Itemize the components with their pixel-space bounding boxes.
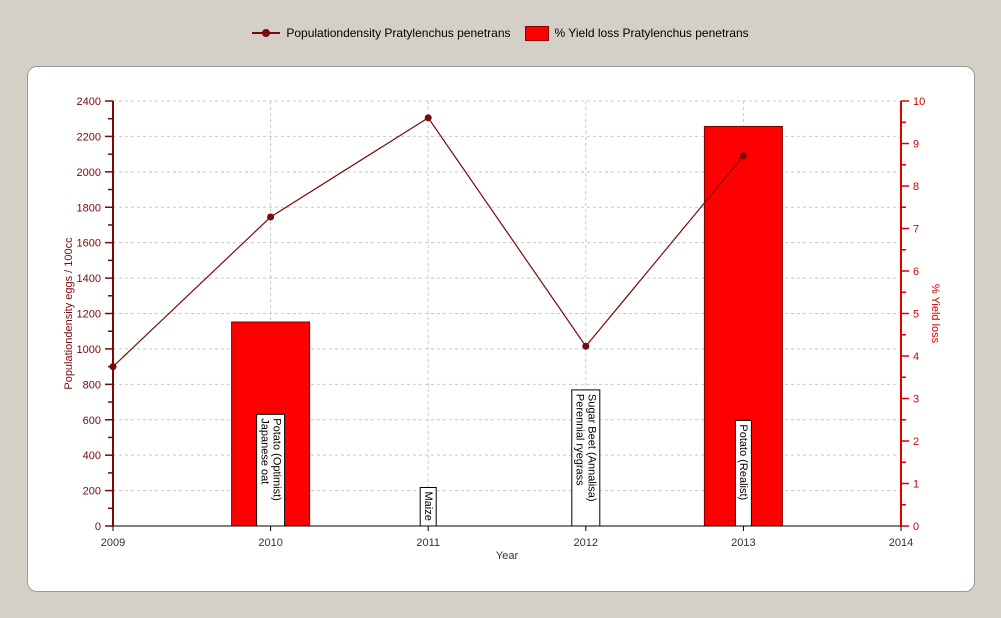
y-tick-label-left: 800 bbox=[83, 379, 101, 391]
x-tick-label: 2014 bbox=[889, 537, 913, 549]
population-point bbox=[267, 213, 275, 221]
y-tick-label-left: 1200 bbox=[77, 309, 101, 321]
y-tick-label-left: 2000 bbox=[77, 167, 101, 179]
y-tick-label-right: 5 bbox=[913, 309, 919, 321]
y-tick-label-right: 2 bbox=[913, 436, 919, 448]
crop-label: Potato (Optimist)Japanese oat bbox=[256, 413, 286, 527]
y-tick-label-left: 1800 bbox=[77, 202, 101, 214]
x-tick-label: 2012 bbox=[574, 537, 598, 549]
y-tick-label-left: 0 bbox=[95, 521, 101, 533]
x-tick-label: 2013 bbox=[731, 537, 755, 549]
crop-label-text: Potato (Optimist) bbox=[270, 418, 282, 501]
population-point bbox=[739, 152, 747, 160]
y-tick-label-left: 1400 bbox=[77, 273, 101, 285]
y-tick-label-right: 7 bbox=[913, 224, 919, 236]
y-tick-label-left: 2400 bbox=[77, 96, 101, 108]
legend-label-population: Populationdensity Pratylenchus penetrans bbox=[286, 26, 511, 40]
y-tick-label-left: 2200 bbox=[77, 131, 101, 143]
crop-label: Sugar Beet (Annalisa)Perennial ryegrass bbox=[571, 389, 601, 527]
y-tick-label-left: 600 bbox=[83, 415, 101, 427]
crop-label: Maize bbox=[419, 487, 437, 527]
population-point bbox=[424, 114, 432, 122]
y-tick-label-right: 3 bbox=[913, 394, 919, 406]
y-tick-label-left: 1600 bbox=[77, 238, 101, 250]
x-tick-label: 2011 bbox=[416, 537, 440, 549]
legend-item-population: Populationdensity Pratylenchus penetrans bbox=[252, 26, 511, 40]
legend-item-yield-loss: % Yield loss Pratylenchus penetrans bbox=[524, 25, 749, 41]
y-tick-label-left: 400 bbox=[83, 450, 101, 462]
crop-label-text: Maize bbox=[422, 492, 434, 521]
crop-label-text: Perennial ryegrass bbox=[574, 394, 586, 486]
y-tick-label-right: 6 bbox=[913, 266, 919, 278]
x-tick-label: 2009 bbox=[101, 537, 125, 549]
chart-legend: Populationdensity Pratylenchus penetrans… bbox=[0, 22, 1001, 44]
crop-label-box bbox=[571, 389, 601, 527]
crop-label-text: Potato (Realist) bbox=[737, 424, 749, 500]
chart-svg: Potato (Optimist)Japanese oat Maize Sugar … bbox=[63, 96, 941, 562]
legend-line-marker bbox=[252, 27, 281, 39]
y-tick-label-right: 4 bbox=[913, 351, 919, 363]
crop-label: Potato (Realist) bbox=[734, 419, 752, 527]
crop-label-box bbox=[256, 413, 286, 527]
population-point bbox=[582, 342, 590, 350]
legend-label-yield-loss: % Yield loss Pratylenchus penetrans bbox=[554, 26, 749, 40]
y-tick-label-right: 9 bbox=[913, 139, 919, 151]
crop-label-text: Sugar Beet (Annalisa) bbox=[586, 394, 598, 502]
y-tick-label-right: 8 bbox=[913, 181, 919, 193]
x-tick-label: 2010 bbox=[258, 537, 282, 549]
population-point bbox=[109, 363, 117, 371]
y-axis-title-right: % Yield loss bbox=[929, 284, 941, 344]
crop-label-text: Japanese oat bbox=[258, 418, 270, 484]
y-tick-label-right: 10 bbox=[913, 96, 925, 108]
x-axis-title: Year bbox=[496, 550, 519, 562]
legend-bar-swatch bbox=[524, 25, 549, 41]
y-tick-label-left: 1000 bbox=[77, 344, 101, 356]
y-axis-title-left: Populationdensity eggs / 100cc bbox=[63, 237, 75, 390]
y-tick-label-right: 1 bbox=[913, 479, 919, 491]
y-tick-label-left: 200 bbox=[83, 486, 101, 498]
chart-panel: Potato (Optimist) Japanese oat Maize Sugar … bbox=[27, 66, 975, 592]
y-tick-label-right: 0 bbox=[913, 521, 919, 533]
